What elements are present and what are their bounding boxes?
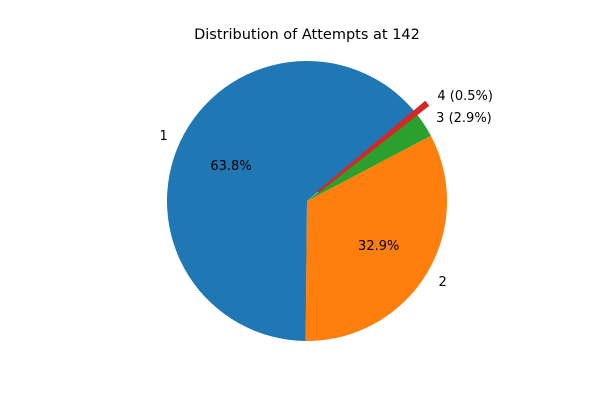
pie-slice-1 bbox=[166, 60, 415, 341]
slice-percent-label-2: 32.9% bbox=[358, 239, 399, 254]
slice-category-label-1: 1 bbox=[159, 129, 167, 144]
slice-category-label-4: 4 (0.5%) bbox=[437, 89, 493, 104]
pie-slices bbox=[166, 60, 447, 341]
slice-category-label-3: 3 (2.9%) bbox=[436, 111, 492, 126]
slice-category-label-2: 2 bbox=[438, 275, 446, 290]
pie-slice-4 bbox=[317, 100, 430, 193]
chart-title: Distribution of Attempts at 142 bbox=[194, 27, 420, 43]
slice-percent-label-1: 63.8% bbox=[210, 159, 251, 174]
pie-labels: 63.8% 1 32.9% 2 3 (2.9%) 4 (0.5%) bbox=[159, 89, 492, 290]
pie-slice-2 bbox=[305, 135, 447, 341]
pie-slice-3 bbox=[307, 114, 431, 201]
